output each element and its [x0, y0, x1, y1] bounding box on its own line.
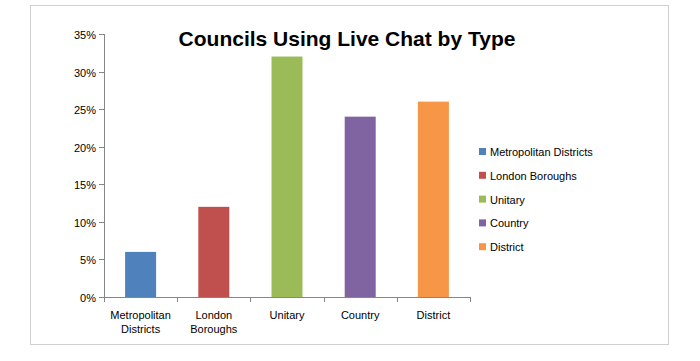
- y-tick-label: 15%: [74, 179, 96, 191]
- y-axis: [104, 34, 105, 297]
- y-tick: [99, 72, 104, 73]
- legend-swatch: [479, 243, 486, 250]
- y-tick-label: 20%: [74, 142, 96, 154]
- x-tick-label-line: Unitary: [270, 309, 305, 321]
- bar: [198, 207, 229, 297]
- y-tick-label: 10%: [74, 217, 96, 229]
- x-tick: [324, 297, 325, 302]
- x-tick: [250, 297, 251, 302]
- x-tick-label: Country: [341, 309, 380, 321]
- x-tick-label: London Boroughs: [190, 309, 238, 335]
- y-tick-label: 0%: [80, 292, 96, 304]
- x-tick-label-line: Metropolitan: [110, 309, 171, 321]
- bar: [418, 102, 449, 297]
- y-tick: [99, 147, 104, 148]
- chart-svg: Councils Using Live Chat by Type 0% 5% 10% 1…: [0, 0, 700, 361]
- y-tick: [99, 259, 104, 260]
- legend-label: Country: [490, 217, 529, 229]
- legend-label: Unitary: [490, 194, 525, 206]
- legend-swatch: [479, 148, 486, 155]
- x-tick-label-line: Districts: [121, 323, 161, 335]
- legend-swatch: [479, 172, 486, 179]
- y-tick-label: 30%: [74, 67, 96, 79]
- chart-title: Councils Using Live Chat by Type: [179, 27, 516, 50]
- bars: [125, 57, 449, 297]
- x-tick-label: Unitary: [270, 309, 305, 321]
- y-tick-label: 25%: [74, 104, 96, 116]
- y-tick: [99, 297, 104, 298]
- legend-swatch: [479, 219, 486, 226]
- y-tick-label: 35%: [74, 29, 96, 41]
- legend: Metropolitan Districts London Boroughs Uni…: [479, 146, 593, 253]
- x-axis: [104, 297, 470, 298]
- y-tick-label: 5%: [80, 254, 96, 266]
- x-tick: [177, 297, 178, 302]
- legend-swatch: [479, 196, 486, 203]
- x-tick-label-line: District: [417, 309, 451, 321]
- bar: [125, 252, 156, 297]
- y-tick: [99, 222, 104, 223]
- legend-label: Metropolitan Districts: [490, 146, 593, 158]
- y-tick: [99, 184, 104, 185]
- x-tick-label: District: [417, 309, 451, 321]
- bar: [272, 57, 303, 297]
- y-tick: [99, 109, 104, 110]
- x-tick: [397, 297, 398, 302]
- legend-label: District: [490, 241, 524, 253]
- x-tick: [470, 297, 471, 302]
- x-tick-label-line: London: [195, 309, 232, 321]
- bar: [345, 117, 376, 297]
- y-tick: [99, 34, 104, 35]
- x-tick-label: Metropolitan Districts: [110, 309, 171, 335]
- x-tick: [104, 297, 105, 302]
- legend-label: London Boroughs: [490, 170, 577, 182]
- x-tick-label-line: Boroughs: [190, 323, 238, 335]
- chart-frame: [31, 6, 669, 345]
- x-tick-label-line: Country: [341, 309, 380, 321]
